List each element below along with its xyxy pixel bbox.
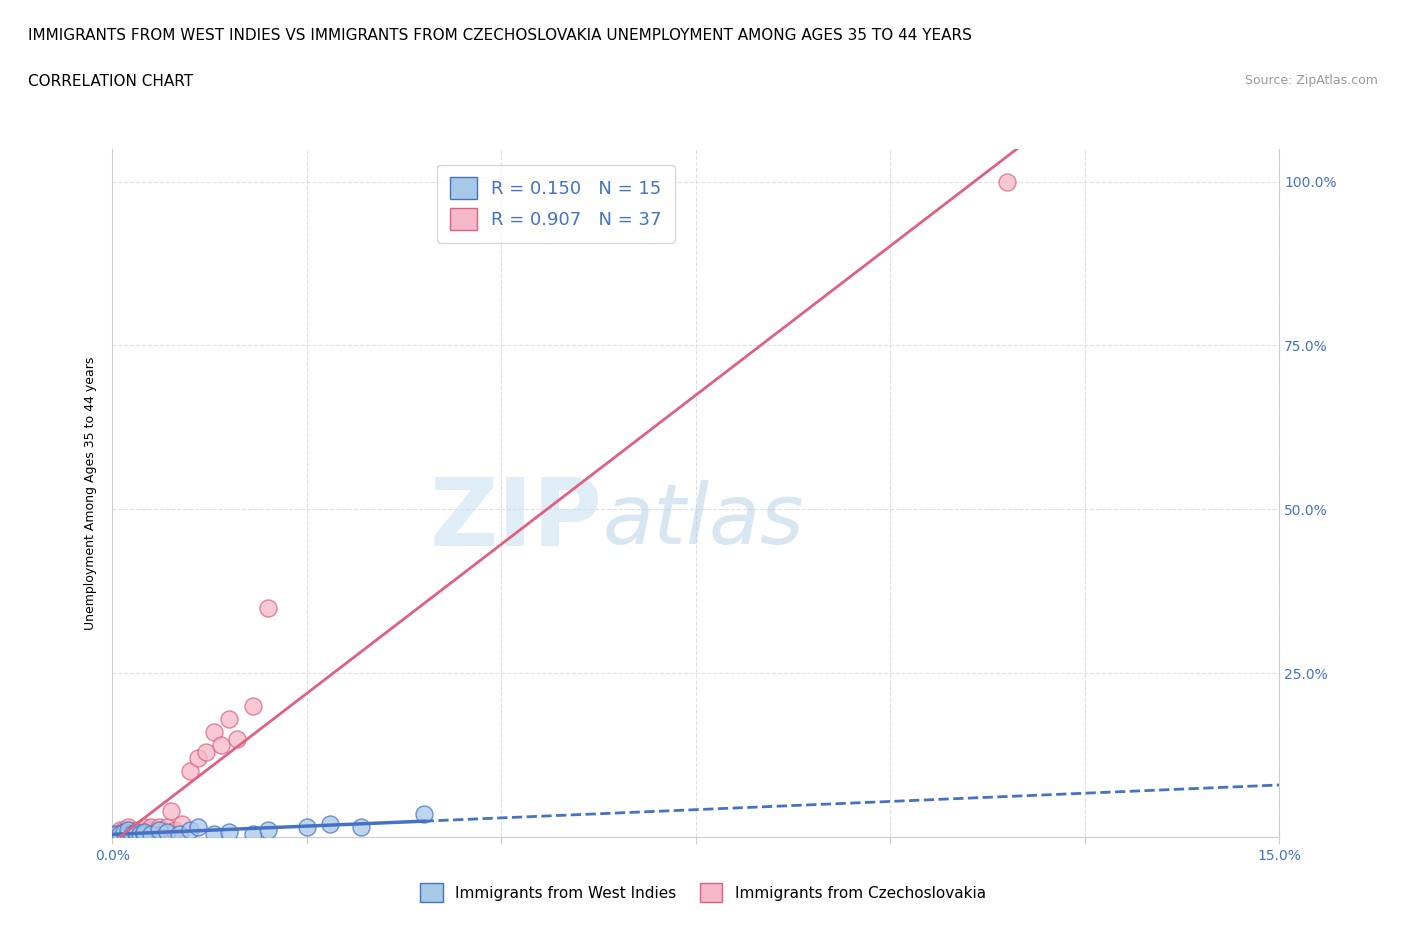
Point xyxy=(179,823,201,838)
Legend: Immigrants from West Indies, Immigrants from Czechoslovakia: Immigrants from West Indies, Immigrants … xyxy=(415,877,991,909)
Point xyxy=(202,724,225,739)
Point xyxy=(187,751,209,765)
Point xyxy=(242,826,264,841)
Point xyxy=(112,824,135,839)
Point xyxy=(110,826,132,841)
Point xyxy=(121,826,143,841)
Point xyxy=(257,823,280,838)
Point xyxy=(295,819,318,834)
Point xyxy=(125,824,148,839)
Point xyxy=(132,824,155,839)
Point xyxy=(319,817,342,831)
Point xyxy=(202,826,225,841)
Point xyxy=(179,764,201,779)
Point xyxy=(141,819,163,834)
Point xyxy=(105,826,128,841)
Point xyxy=(110,826,132,841)
Point xyxy=(156,819,179,834)
Point xyxy=(117,819,139,834)
Point xyxy=(105,826,128,841)
Point xyxy=(148,823,170,838)
Point xyxy=(112,823,135,838)
Point xyxy=(152,826,174,841)
Point xyxy=(257,600,280,615)
Point xyxy=(117,826,139,841)
Y-axis label: Unemployment Among Ages 35 to 44 years: Unemployment Among Ages 35 to 44 years xyxy=(83,356,97,630)
Point xyxy=(121,826,143,841)
Point xyxy=(218,824,240,839)
Point xyxy=(160,804,183,818)
Point xyxy=(226,731,249,746)
Point xyxy=(104,826,127,841)
Point xyxy=(107,826,129,841)
Point xyxy=(125,826,148,841)
Point xyxy=(412,806,434,821)
Text: IMMIGRANTS FROM WEST INDIES VS IMMIGRANTS FROM CZECHOSLOVAKIA UNEMPLOYMENT AMONG: IMMIGRANTS FROM WEST INDIES VS IMMIGRANT… xyxy=(28,28,972,43)
Point xyxy=(156,824,179,839)
Point xyxy=(111,826,134,841)
Point xyxy=(350,819,373,834)
Text: Source: ZipAtlas.com: Source: ZipAtlas.com xyxy=(1244,74,1378,87)
Point xyxy=(132,823,155,838)
Point xyxy=(117,823,139,838)
Point xyxy=(110,823,132,838)
Point xyxy=(148,819,170,834)
Text: ZIP: ZIP xyxy=(430,474,603,566)
Text: atlas: atlas xyxy=(603,480,804,561)
Point xyxy=(148,823,170,838)
Point xyxy=(128,826,150,841)
Point xyxy=(995,174,1018,189)
Point xyxy=(167,826,190,841)
Point xyxy=(132,819,155,834)
Point xyxy=(125,823,148,838)
Legend: R = 0.150   N = 15, R = 0.907   N = 37: R = 0.150 N = 15, R = 0.907 N = 37 xyxy=(437,165,675,243)
Point xyxy=(117,826,139,841)
Point xyxy=(132,826,155,841)
Point xyxy=(194,744,217,759)
Point xyxy=(209,737,232,752)
Point xyxy=(141,826,163,841)
Point xyxy=(218,711,240,726)
Point xyxy=(172,817,194,831)
Point xyxy=(132,826,155,841)
Point xyxy=(242,698,264,713)
Point xyxy=(112,826,135,841)
Point xyxy=(117,823,139,838)
Point xyxy=(125,826,148,841)
Point xyxy=(128,826,150,841)
Point xyxy=(163,823,186,838)
Text: CORRELATION CHART: CORRELATION CHART xyxy=(28,74,193,89)
Point xyxy=(187,819,209,834)
Point xyxy=(141,823,163,838)
